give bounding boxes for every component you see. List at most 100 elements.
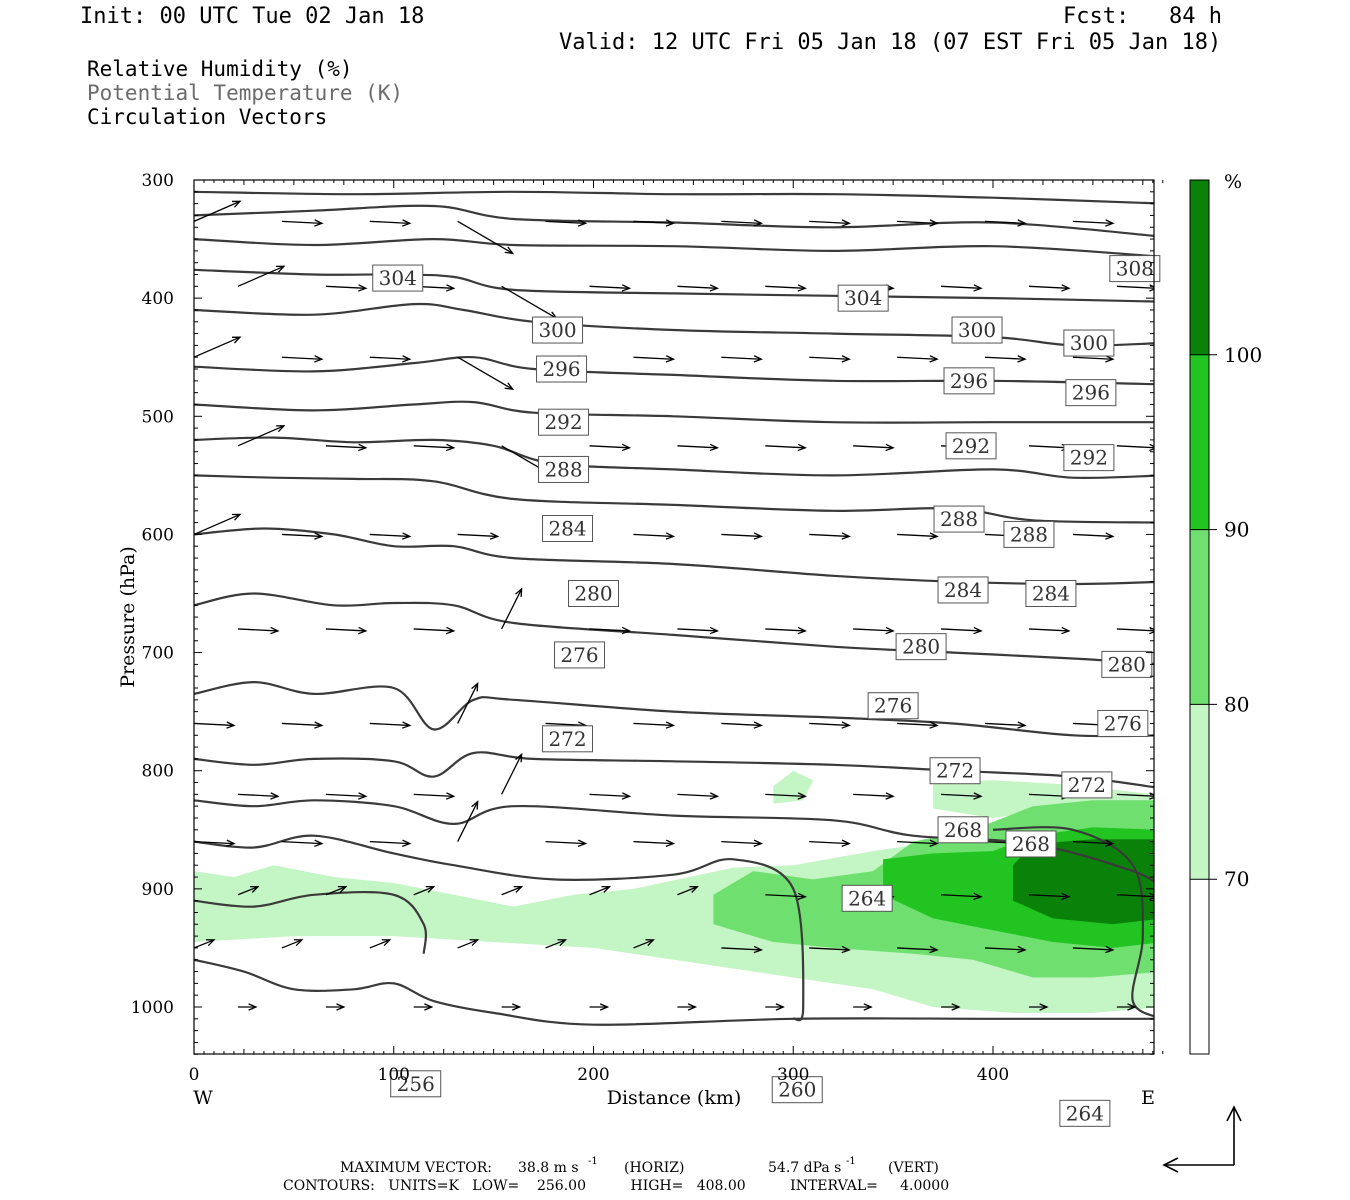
theta-label-288: 288: [538, 455, 590, 483]
svg-text:292: 292: [544, 410, 582, 434]
vector-arrow: [765, 626, 807, 635]
vector-arrow: [1028, 443, 1071, 452]
vector-arrow: [457, 939, 480, 949]
vector-arrow: [633, 721, 676, 729]
y-tick-label: 400: [142, 289, 174, 309]
svg-text:288: 288: [544, 457, 582, 481]
vector-arrow: [721, 219, 764, 227]
vector-arrow: [721, 532, 764, 540]
vector-arrow: [765, 892, 807, 901]
vector-arrow: [501, 752, 523, 795]
theta-label-272: 272: [1061, 771, 1113, 799]
svg-text:296: 296: [950, 369, 988, 393]
vector-arrow: [1116, 626, 1154, 635]
rh-region-70-1: [773, 770, 814, 804]
svg-text:268: 268: [1012, 832, 1050, 856]
vector-arrow: [589, 1003, 610, 1011]
theta-label-268: 268: [937, 816, 989, 844]
colorbar-segment: [1190, 354, 1209, 530]
reference-vector-icon: [1162, 1105, 1242, 1173]
theta-label-260: 260: [771, 1076, 823, 1104]
y-tick-label: 1000: [131, 998, 174, 1018]
vector-arrow: [369, 355, 412, 363]
theta-label-280: 280: [895, 633, 947, 661]
vector-arrow: [589, 626, 632, 635]
vector-arrow: [853, 443, 895, 452]
vector-arrow: [941, 792, 983, 800]
theta-label-276: 276: [1097, 709, 1149, 737]
vector-arrow: [941, 284, 983, 292]
vector-arrow: [897, 532, 939, 540]
theta-label-288: 288: [933, 505, 985, 533]
vector-arrow: [897, 721, 939, 729]
theta-label-288: 288: [1003, 520, 1055, 548]
svg-text:260: 260: [778, 1078, 816, 1102]
horiz-tag: (HORIZ): [624, 1160, 684, 1176]
colorbar-tick-label: 80: [1224, 692, 1249, 716]
svg-text:284: 284: [944, 578, 982, 602]
vector-arrow: [413, 1003, 434, 1011]
theta-contour-256-17: [194, 958, 1154, 1026]
theta-label-272: 272: [929, 757, 981, 785]
theta-label-268: 268: [1005, 830, 1057, 858]
theta-contour-304-1: [194, 204, 1154, 237]
vector-arrow: [1116, 443, 1154, 452]
vector-arrow: [281, 532, 324, 540]
vector-arrow: [809, 721, 851, 729]
rh-shading: [194, 770, 1154, 1013]
init-time: Init: 00 UTC Tue 02 Jan 18: [80, 4, 425, 29]
vector-arrow: [194, 200, 242, 222]
colorbar-tick-label: 90: [1224, 518, 1249, 542]
vector-arrow: [369, 219, 412, 227]
svg-text:256: 256: [397, 1072, 435, 1096]
legend-vectors: Circulation Vectors: [87, 105, 328, 129]
theta-label-304: 304: [837, 284, 889, 312]
contours-info: CONTOURS: UNITS=K LOW= 256.00 HIGH= 408.…: [283, 1178, 949, 1194]
vector-arrow: [413, 885, 436, 896]
vector-arrow: [237, 265, 286, 287]
vector-arrow: [237, 1003, 258, 1011]
vector-arrow: [633, 532, 676, 540]
vector-arrow: [721, 839, 764, 847]
vector-arrow: [1116, 1003, 1137, 1011]
theta-contour-300-4: [194, 302, 1154, 347]
vector-arrow: [501, 885, 524, 896]
vector-arrow: [281, 721, 324, 729]
vector-arrow: [1116, 892, 1154, 901]
vector-arrow: [1028, 892, 1071, 901]
y-tick-label: 300: [142, 171, 174, 191]
theta-contour-272-11: [194, 680, 1154, 738]
svg-text:300: 300: [1070, 331, 1108, 355]
theta-label-300: 300: [532, 316, 584, 344]
circulation-vectors: [194, 200, 1154, 1011]
svg-text:272: 272: [548, 727, 586, 751]
x-tick-label: 200: [577, 1065, 609, 1085]
svg-text:288: 288: [940, 507, 978, 531]
axes: 300 400 500 600 700 800 900 1000 0 100 200 300 400: [131, 171, 1164, 1085]
vector-arrow: [677, 885, 699, 896]
vector-arrow: [765, 443, 807, 452]
theta-label-272: 272: [542, 725, 594, 753]
svg-text:296: 296: [542, 357, 580, 381]
x-axis-title: Distance (km): [607, 1087, 742, 1109]
theta-label-276: 276: [554, 641, 606, 669]
svg-text:280: 280: [574, 582, 612, 606]
svg-text:280: 280: [1108, 652, 1146, 676]
svg-text:284: 284: [548, 517, 586, 541]
theta-contour-304-2: [194, 237, 1154, 258]
rh-region-100-5: [1013, 839, 1154, 925]
vector-arrow: [1116, 284, 1154, 292]
vector-arrow: [721, 355, 764, 363]
svg-text:272: 272: [936, 759, 974, 783]
vector-arrow: [237, 792, 280, 800]
vector-arrow: [369, 721, 412, 729]
vector-arrow: [281, 839, 324, 847]
theta-contour-268-12: [194, 751, 1154, 789]
theta-contour-264-16: [992, 826, 1154, 1018]
vert-exponent: -1: [846, 1156, 856, 1167]
vector-arrow: [765, 792, 807, 800]
vector-arrow: [281, 219, 324, 227]
vector-arrow: [589, 443, 632, 452]
valid-time: Valid: 12 UTC Fri 05 Jan 18 (07 EST Fri …: [559, 30, 1222, 55]
vector-arrow: [589, 885, 612, 896]
